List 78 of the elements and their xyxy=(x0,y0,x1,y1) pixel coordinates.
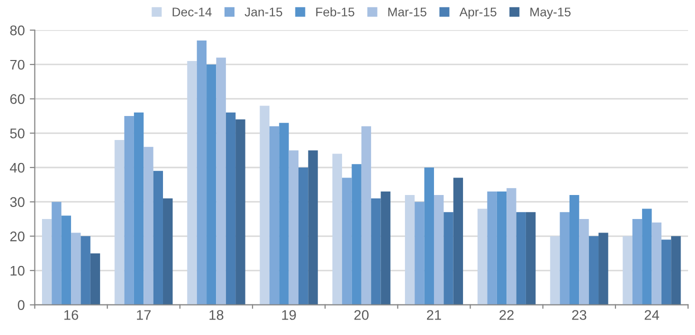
bar xyxy=(61,216,72,305)
bar xyxy=(71,232,81,305)
bar xyxy=(496,192,507,305)
legend-label: May-15 xyxy=(530,8,571,19)
bar xyxy=(114,140,124,305)
bar xyxy=(622,236,632,305)
bar xyxy=(642,208,652,305)
bar xyxy=(569,194,580,305)
y-tick-label: 20 xyxy=(10,232,24,242)
legend-label: Feb-15 xyxy=(316,7,354,16)
y-tick-label: 0 xyxy=(18,300,24,310)
bar xyxy=(153,170,163,305)
bar xyxy=(298,168,308,305)
y-tick-label: 70 xyxy=(10,60,24,70)
x-tick-label: 16 xyxy=(64,310,78,320)
y-tick-label: 10 xyxy=(10,266,24,276)
bar xyxy=(380,192,390,305)
bar xyxy=(652,222,662,305)
bar xyxy=(371,198,381,305)
x-tick-label: 23 xyxy=(572,310,586,320)
bar xyxy=(352,164,362,305)
bar xyxy=(526,212,536,305)
bar xyxy=(361,126,372,305)
x-tick-label: 19 xyxy=(282,310,296,320)
bar xyxy=(226,112,236,305)
bar xyxy=(260,106,270,305)
x-tick-label: 24 xyxy=(644,310,660,320)
bar xyxy=(80,236,90,305)
bar xyxy=(90,253,100,305)
bar xyxy=(434,194,444,305)
y-tick-label: 50 xyxy=(10,128,24,138)
bar xyxy=(487,192,497,305)
bar xyxy=(404,194,415,305)
bar xyxy=(52,202,62,305)
bar xyxy=(588,236,599,305)
x-tick-label: 18 xyxy=(210,310,224,320)
bar xyxy=(342,178,352,305)
bar xyxy=(550,236,560,305)
bar xyxy=(444,212,454,305)
legend-label: Jan-15 xyxy=(244,8,282,16)
bar xyxy=(332,154,342,305)
bar xyxy=(206,64,216,305)
bar xyxy=(236,119,246,305)
bar xyxy=(216,58,226,305)
bar xyxy=(414,202,424,305)
bar xyxy=(308,150,318,305)
bar xyxy=(632,219,642,305)
bar xyxy=(124,116,134,305)
x-tick-label: 22 xyxy=(500,310,514,320)
bar xyxy=(134,112,144,305)
bar xyxy=(279,122,289,305)
bar xyxy=(598,232,608,305)
bar xyxy=(42,219,52,305)
bar xyxy=(196,40,207,305)
legend-label: Dec-14 xyxy=(172,8,212,16)
bar xyxy=(424,168,434,305)
y-tick-label: 30 xyxy=(10,197,24,208)
legend-label: Apr-15 xyxy=(459,8,496,19)
bar xyxy=(579,219,589,305)
bar xyxy=(187,61,197,305)
bar xyxy=(478,208,488,305)
y-tick-label: 40 xyxy=(10,162,24,173)
bar xyxy=(671,236,681,305)
y-tick-label: 80 xyxy=(10,25,24,36)
x-tick-label: 17 xyxy=(136,310,151,320)
bar xyxy=(144,146,154,305)
bar xyxy=(516,212,526,305)
bar xyxy=(506,188,516,305)
x-tick-label: 20 xyxy=(354,310,369,320)
y-tick-label: 60 xyxy=(10,94,24,104)
bar xyxy=(560,212,570,305)
legend-label: Mar-15 xyxy=(388,8,426,16)
bar xyxy=(269,126,280,305)
x-tick-label: 21 xyxy=(426,310,442,320)
bar xyxy=(661,240,672,305)
bar xyxy=(453,178,464,305)
bar xyxy=(288,150,298,305)
bar xyxy=(162,198,173,305)
